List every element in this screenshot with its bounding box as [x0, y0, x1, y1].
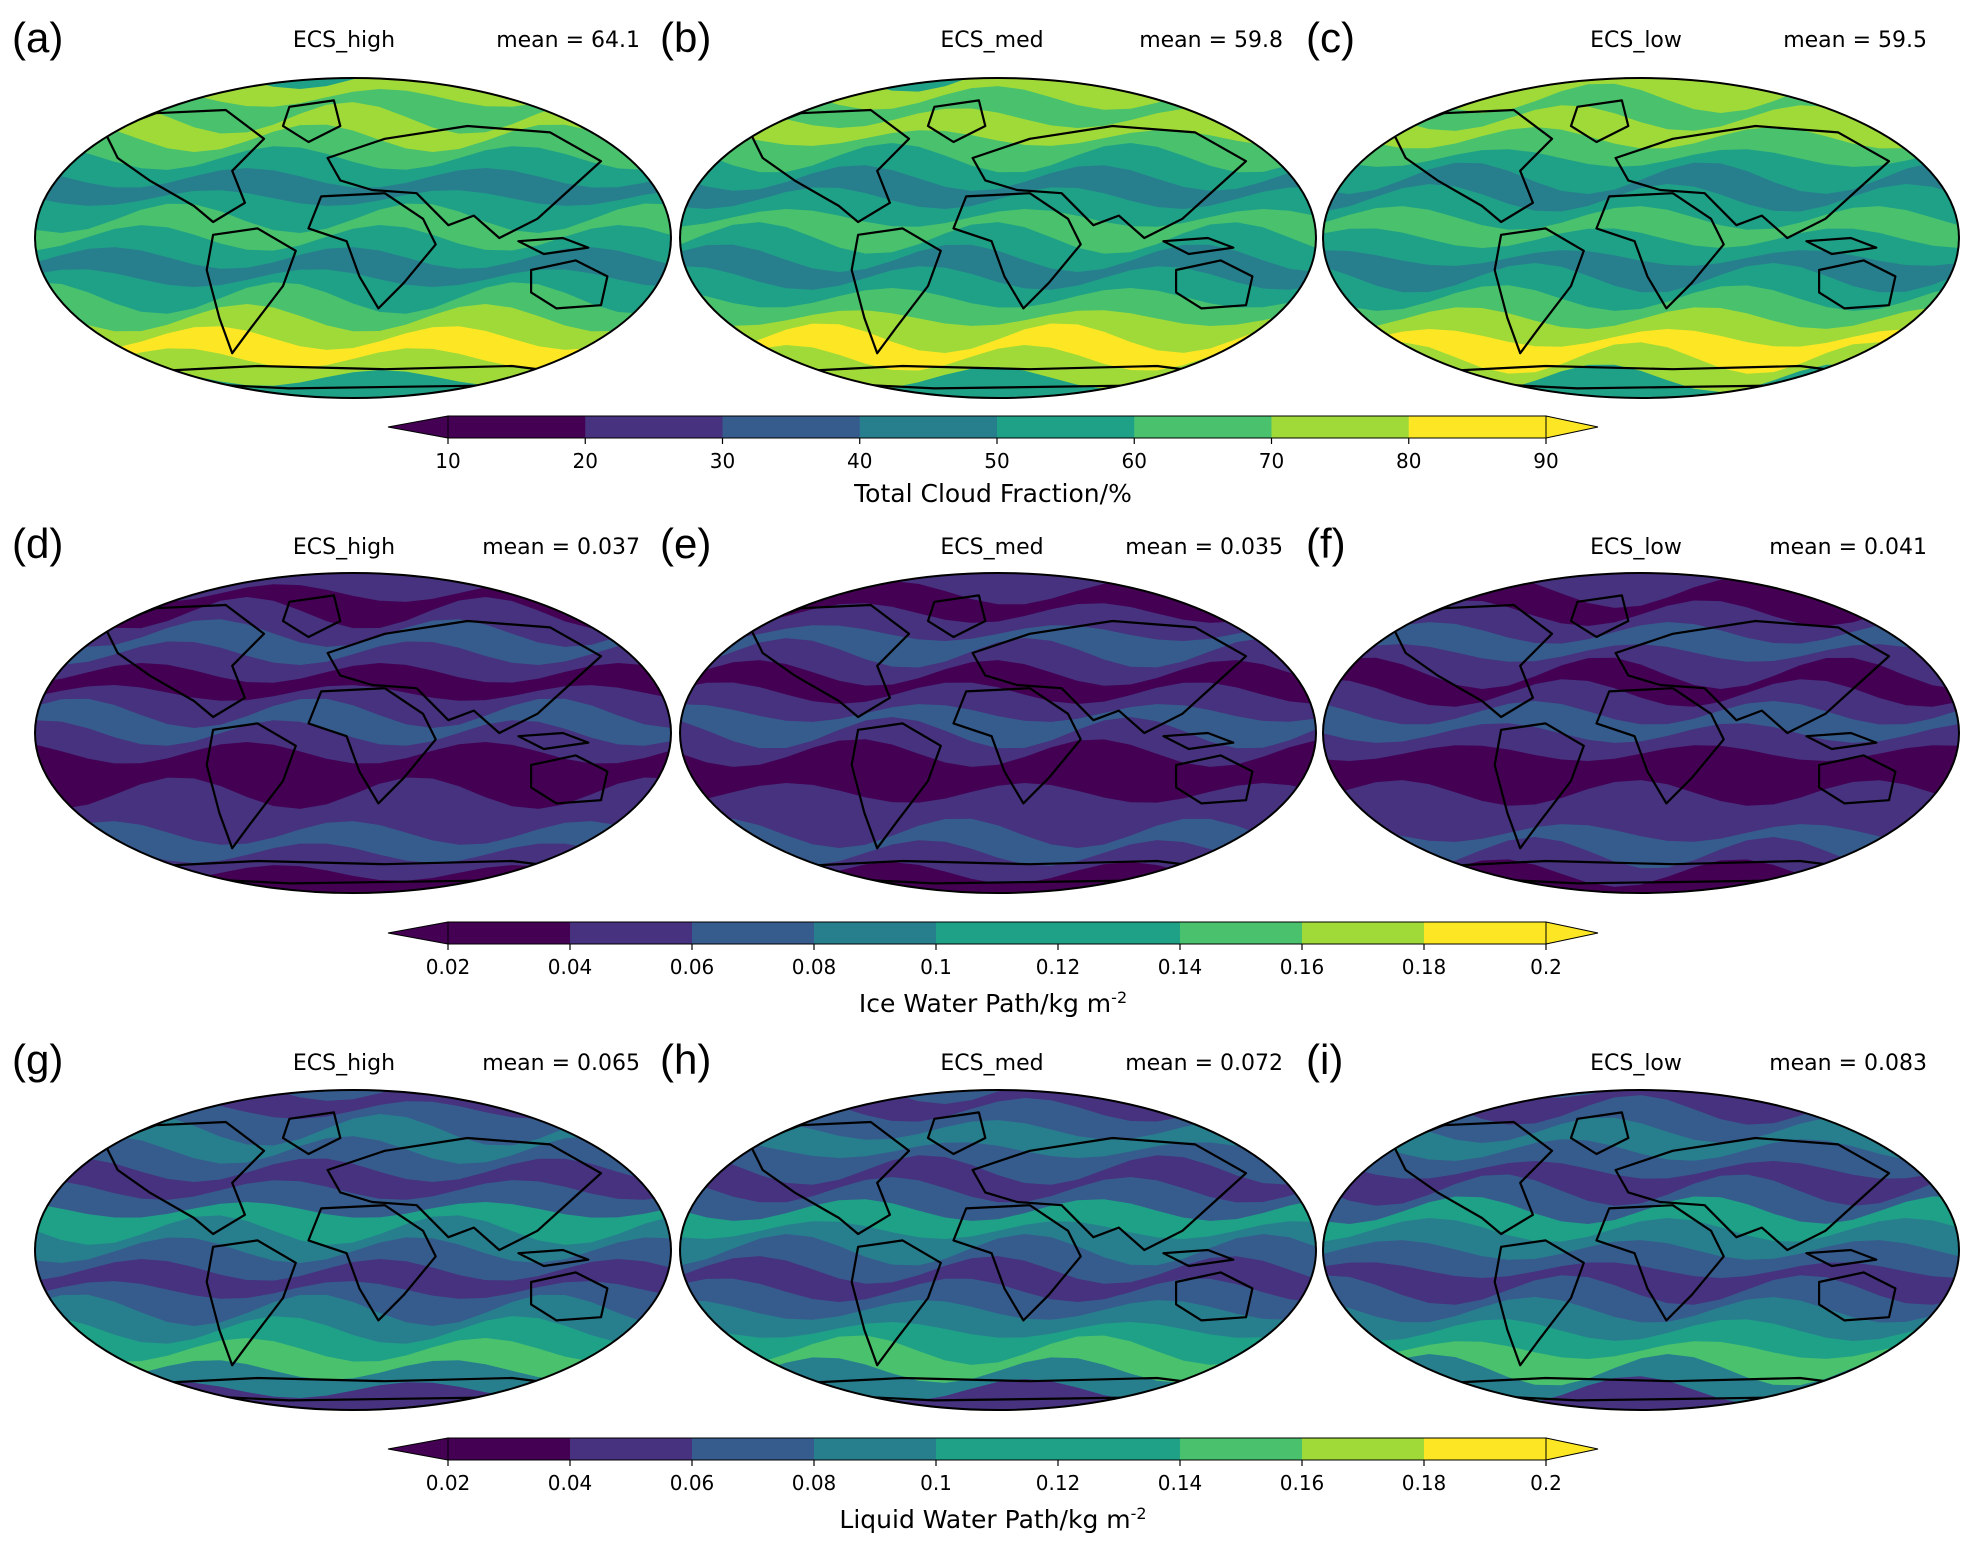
panel-i-title: ECS_low	[1590, 1051, 1682, 1076]
panel-a-mean: mean = 64.1	[496, 28, 640, 53]
panel-f-title: ECS_low	[1590, 535, 1682, 560]
colorbar-tick-label: 0.08	[792, 955, 837, 979]
colorbar-tick-label: 30	[710, 449, 735, 473]
colorbar-tick-label: 40	[847, 449, 872, 473]
colorbar-tick-label: 70	[1259, 449, 1284, 473]
colorbar-tick-label: 0.04	[548, 1471, 593, 1495]
row-ice-water-path: (d) ECS_high mean = 0.037 (e) ECS_med me…	[12, 520, 1960, 1018]
panel-d-title: ECS_high	[293, 535, 395, 560]
colorbar-tick-label: 0.18	[1402, 1471, 1447, 1495]
map-panel-f	[1322, 572, 1960, 894]
colorbar-tick-label: 10	[435, 449, 460, 473]
colorbar-tick-label: 0.12	[1036, 1471, 1081, 1495]
panel-f-label: (f)	[1306, 520, 1346, 567]
panel-g-title: ECS_high	[293, 1051, 395, 1076]
colorbar-tick-label: 0.14	[1158, 1471, 1203, 1495]
colorbar-label-liquid-water-path-text: Liquid Water Path/kg m	[839, 1505, 1130, 1534]
colorbar-label-liquid-water-path: Liquid Water Path/kg m-2	[839, 1504, 1146, 1534]
colorbar-tick-label: 0.14	[1158, 955, 1203, 979]
colorbar-tick-label: 0.16	[1280, 1471, 1325, 1495]
colorbar-label-ice-water-path-text: Ice Water Path/kg m	[859, 989, 1111, 1018]
panel-i-label: (i)	[1306, 1036, 1343, 1083]
map-panel-c	[1322, 77, 1960, 399]
map-panel-e	[679, 572, 1317, 894]
panel-i-mean: mean = 0.083	[1769, 1051, 1927, 1076]
panel-b-mean: mean = 59.8	[1139, 28, 1283, 53]
panel-c-mean: mean = 59.5	[1783, 28, 1927, 53]
panel-g-label: (g)	[12, 1036, 63, 1083]
colorbar-tick-label: 0.2	[1530, 1471, 1562, 1495]
colorbar-tick-label: 90	[1533, 449, 1558, 473]
map-panel-d	[34, 572, 672, 894]
panel-d-mean: mean = 0.037	[482, 535, 640, 560]
colorbar-label-liquid-water-path-exponent: -2	[1131, 1504, 1147, 1523]
panel-c-label: (c)	[1306, 14, 1355, 61]
map-panel-h	[679, 1089, 1317, 1411]
panel-d-label: (d)	[12, 520, 63, 567]
map-panel-g	[34, 1089, 672, 1411]
panel-h-mean: mean = 0.072	[1125, 1051, 1283, 1076]
colorbar-tick-label: 0.1	[920, 955, 952, 979]
panel-b-title: ECS_med	[940, 28, 1043, 53]
colorbar-tick-label: 0.12	[1036, 955, 1081, 979]
panel-f-mean: mean = 0.041	[1769, 535, 1927, 560]
panel-a-title: ECS_high	[293, 28, 395, 53]
panel-c-title: ECS_low	[1590, 28, 1682, 53]
colorbar-tick-label: 0.08	[792, 1471, 837, 1495]
row-total-cloud-fraction: (a) ECS_high mean = 64.1 (b) ECS_med mea…	[12, 14, 1960, 508]
panel-h-label: (h)	[660, 1036, 711, 1083]
colorbar-tick-label: 0.18	[1402, 955, 1447, 979]
colorbar-tick-label: 0.2	[1530, 955, 1562, 979]
colorbar-tick-label: 0.02	[426, 955, 471, 979]
colorbar-liquid-water-path: 0.02 0.04 0.06 0.08 0.1 0.12 0.14 0.16 0.18 0.2	[387, 1437, 1599, 1495]
panel-e-title: ECS_med	[940, 535, 1043, 560]
row-liquid-water-path: (g) ECS_high mean = 0.065 (h) ECS_med me…	[12, 1036, 1960, 1534]
map-panel-b	[679, 77, 1317, 399]
colorbar-tick-label: 20	[573, 449, 598, 473]
colorbar-total-cloud-fraction: 10 20 30 40 50 60 70 80 90	[387, 415, 1599, 473]
panel-g-mean: mean = 0.065	[482, 1051, 640, 1076]
panel-e-label: (e)	[660, 520, 711, 567]
map-panel-i	[1322, 1089, 1960, 1411]
panel-h-title: ECS_med	[940, 1051, 1043, 1076]
panel-e-mean: mean = 0.035	[1125, 535, 1283, 560]
colorbar-tick-label: 0.16	[1280, 955, 1325, 979]
colorbar-label-ice-water-path: Ice Water Path/kg m-2	[859, 988, 1127, 1018]
colorbar-tick-label: 0.06	[670, 955, 715, 979]
colorbar-tick-label: 60	[1122, 449, 1147, 473]
colorbar-tick-label: 0.02	[426, 1471, 471, 1495]
panel-b-label: (b)	[660, 14, 711, 61]
colorbar-tick-label: 0.06	[670, 1471, 715, 1495]
colorbar-tick-label: 80	[1396, 449, 1421, 473]
map-panel-a	[34, 77, 672, 399]
colorbar-ice-water-path: 0.02 0.04 0.06 0.08 0.1 0.12 0.14 0.16 0.18 0.2	[387, 921, 1599, 979]
colorbar-tick-label: 0.1	[920, 1471, 952, 1495]
colorbar-label-ice-water-path-exponent: -2	[1111, 988, 1127, 1007]
colorbar-tick-label: 50	[984, 449, 1009, 473]
panel-a-label: (a)	[12, 14, 63, 61]
colorbar-label-total-cloud-fraction: Total Cloud Fraction/%	[853, 479, 1132, 508]
colorbar-tick-label: 0.04	[548, 955, 593, 979]
